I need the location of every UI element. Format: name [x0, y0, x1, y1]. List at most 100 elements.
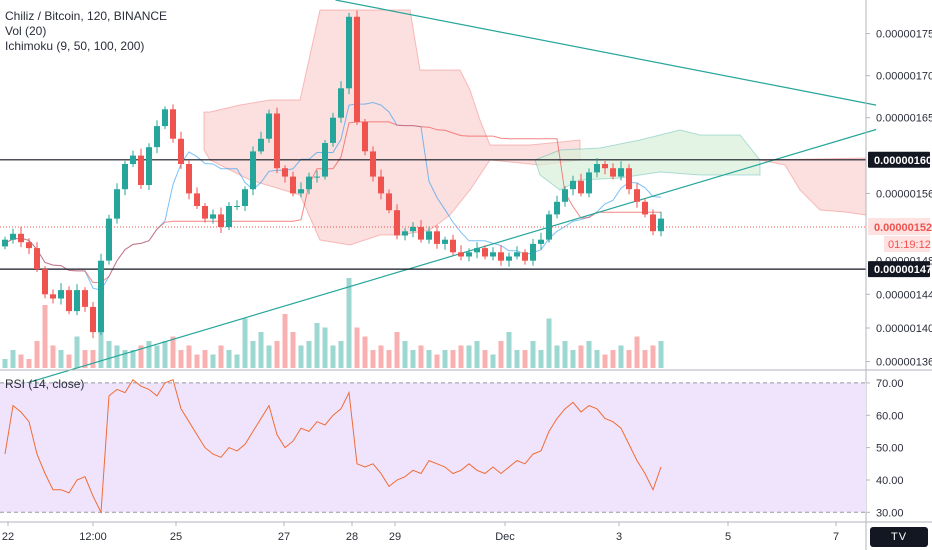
- volume-bar: [50, 345, 56, 368]
- candle-body: [538, 239, 544, 244]
- candle-body: [458, 252, 464, 257]
- candle-body: [450, 239, 456, 253]
- volume-bar: [642, 350, 648, 368]
- volume-bars: [2, 278, 664, 368]
- volume-bar: [506, 332, 512, 368]
- volume-bar: [298, 345, 304, 368]
- candle-body: [386, 193, 392, 211]
- rsi-tick-label: 60.00: [876, 410, 904, 422]
- candle-body: [82, 290, 88, 307]
- candle-body: [474, 248, 480, 253]
- candle-body: [154, 126, 160, 148]
- candle-body: [202, 206, 208, 219]
- candle-body: [42, 269, 48, 295]
- candle-body: [394, 210, 400, 236]
- volume-bar: [154, 345, 160, 368]
- rsi-pane: [0, 378, 866, 515]
- candle-body: [50, 294, 56, 299]
- volume-bar: [10, 350, 16, 368]
- candle-body: [234, 206, 240, 207]
- volume-bar: [618, 345, 624, 368]
- level-price-label: 0.00000160: [868, 151, 932, 168]
- svg-text:0.00000147: 0.00000147: [874, 264, 932, 276]
- candle-body: [346, 16, 352, 89]
- svg-text:01:19:12: 01:19:12: [888, 239, 931, 251]
- candle-body: [418, 227, 424, 240]
- rsi-band: [0, 382, 866, 513]
- volume-bar: [650, 345, 656, 368]
- volume-bar: [658, 341, 664, 368]
- volume-bar: [114, 345, 120, 368]
- volume-bar: [602, 354, 608, 368]
- volume-bar: [170, 336, 176, 368]
- volume-bar: [218, 345, 224, 368]
- time-tick-label: 27: [278, 531, 290, 543]
- candle-body: [266, 113, 272, 139]
- candle-body: [570, 180, 576, 190]
- price-tick-label: 0.00000170: [876, 71, 932, 83]
- volume-bar: [570, 350, 576, 368]
- price-tick-label: 0.00000165: [876, 113, 932, 125]
- volume-bar: [594, 350, 600, 368]
- volume-bar: [330, 345, 336, 368]
- volume-bar: [530, 341, 536, 368]
- price-tick-label: 0.00000136: [876, 357, 932, 369]
- price-tick-label: 0.00000156: [876, 188, 932, 200]
- trend-lines[interactable]: [0, 0, 877, 392]
- volume-bar: [162, 341, 168, 368]
- price-axis-labels: 0.00000160 0.00000147 0.00000152 01:19:12: [868, 151, 932, 278]
- candle-body: [410, 227, 416, 232]
- time-axis[interactable]: 22 12:00 25 27 28 29 Dec 3 5 7: [2, 522, 839, 543]
- candle-body: [378, 176, 384, 194]
- volume-bar: [370, 350, 376, 368]
- candle-body: [74, 290, 80, 312]
- price-tick-label: 0.00000175: [876, 29, 932, 41]
- candle-body: [490, 252, 496, 257]
- rsi-tick-label: 30.00: [876, 507, 904, 519]
- time-tick-label: 25: [170, 531, 182, 543]
- volume-bar: [498, 341, 504, 368]
- candle-body: [514, 252, 520, 257]
- volume-bar: [122, 350, 128, 368]
- volume-bar: [402, 341, 408, 368]
- candle-body: [482, 248, 488, 257]
- candle-body: [402, 231, 408, 236]
- candle-body: [250, 151, 256, 190]
- trendline-resistance: [335, 0, 877, 106]
- price-tick-label: 0.00000140: [876, 323, 932, 335]
- volume-bar: [146, 341, 152, 368]
- candle-body: [274, 113, 280, 169]
- candle-body: [626, 168, 632, 190]
- candle-body: [530, 243, 536, 261]
- horizontal-levels[interactable]: [0, 159, 866, 270]
- volume-bar: [74, 336, 80, 368]
- volume-bar: [282, 314, 288, 368]
- volume-bar: [434, 354, 440, 368]
- volume-bar: [626, 350, 632, 368]
- candle-body: [26, 242, 32, 249]
- volume-bar: [634, 336, 640, 368]
- candle-body: [130, 155, 136, 164]
- candle-body: [522, 252, 528, 261]
- candle-body: [434, 231, 440, 244]
- candle-body: [562, 189, 568, 202]
- volume-bar: [458, 345, 464, 368]
- candle-body: [34, 248, 40, 270]
- volume-bar: [450, 350, 456, 368]
- volume-bar: [474, 341, 480, 368]
- candle-body: [242, 189, 248, 206]
- volume-bar: [578, 345, 584, 368]
- candle-body: [282, 168, 288, 177]
- candle-body: [362, 121, 368, 152]
- candle-body: [2, 239, 8, 247]
- volume-bar: [138, 345, 144, 368]
- tradingview-logo-icon[interactable]: TV: [870, 527, 928, 547]
- price-tick-label: 0.00000144: [876, 289, 932, 301]
- volume-bar: [338, 341, 344, 368]
- rsi-axis[interactable]: 70.00 60.00 50.00 40.00 30.00: [866, 378, 904, 519]
- volume-bar: [226, 350, 232, 368]
- volume-bar: [418, 345, 424, 368]
- rsi-tick-label: 70.00: [876, 378, 904, 390]
- candlesticks: [2, 10, 664, 339]
